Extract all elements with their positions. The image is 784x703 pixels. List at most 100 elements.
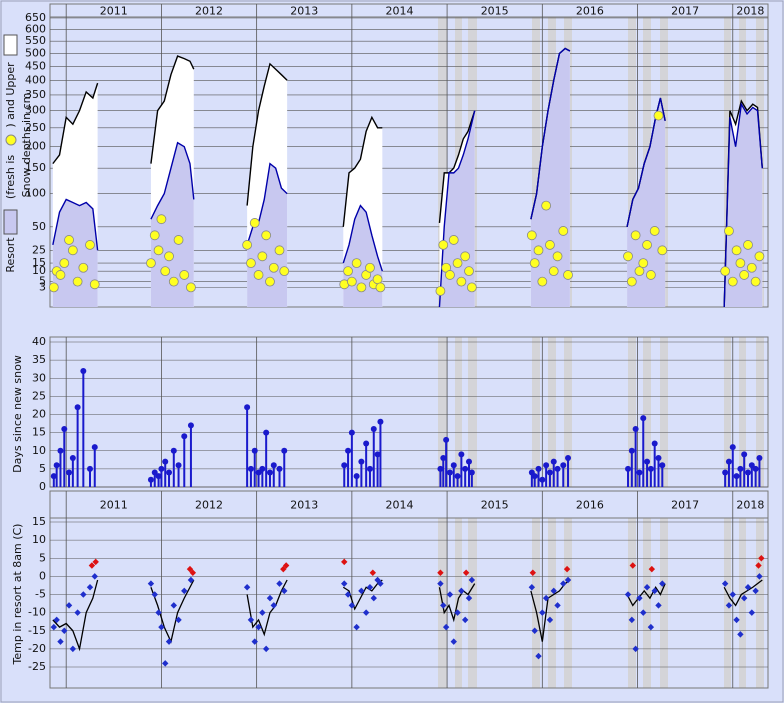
- point: [155, 473, 162, 480]
- point: [162, 660, 169, 667]
- fresh-snow-point: [346, 276, 357, 287]
- point: [741, 451, 748, 458]
- season-band: [548, 518, 556, 688]
- point: [69, 455, 76, 461]
- point: [61, 627, 68, 634]
- x-tick-label: 2013: [290, 499, 318, 512]
- point: [92, 558, 99, 566]
- point: [465, 594, 473, 602]
- area: [530, 48, 570, 308]
- plot-area: [50, 368, 763, 487]
- point: [370, 594, 377, 602]
- season-band: [628, 337, 636, 487]
- point: [147, 476, 154, 483]
- point: [539, 476, 546, 483]
- point: [721, 580, 729, 587]
- point: [69, 645, 77, 653]
- y-tick-label: 5: [39, 275, 46, 288]
- y-axis-label: Days since new snow: [11, 355, 24, 473]
- point: [366, 465, 373, 472]
- line: [150, 55, 195, 164]
- x-tick-label: 2015: [481, 499, 509, 512]
- point: [740, 594, 748, 602]
- fresh-snow-point: [634, 266, 645, 277]
- point: [358, 458, 365, 465]
- fresh-snow-point: [552, 251, 563, 262]
- fresh-snow-point: [533, 245, 544, 256]
- point: [643, 584, 651, 591]
- fresh-snow-point: [173, 235, 184, 245]
- point: [255, 623, 262, 631]
- point: [629, 562, 636, 569]
- line: [342, 204, 384, 272]
- point: [446, 591, 454, 598]
- point: [752, 465, 759, 472]
- fresh-snow-point: [72, 276, 83, 287]
- season-band: [756, 337, 764, 487]
- fresh-snow-point: [78, 262, 89, 273]
- point: [187, 576, 195, 584]
- point: [187, 422, 194, 429]
- fresh-snow-point: [545, 240, 555, 250]
- fresh-snow-point: [460, 251, 471, 262]
- fresh-snow-point: [466, 282, 477, 293]
- point: [628, 616, 636, 624]
- line: [52, 82, 99, 165]
- point: [440, 602, 447, 609]
- line: [150, 141, 195, 220]
- y-tick-label: 300: [25, 104, 46, 117]
- point: [729, 591, 736, 598]
- line: [438, 583, 476, 623]
- point: [462, 465, 469, 472]
- point: [251, 638, 258, 645]
- point: [251, 447, 258, 454]
- point: [546, 616, 554, 624]
- point: [281, 447, 288, 454]
- x-tick-label: 2018: [736, 499, 764, 512]
- point: [370, 426, 377, 432]
- point: [725, 602, 733, 609]
- point: [281, 587, 288, 595]
- line: [52, 579, 99, 652]
- point: [50, 623, 58, 631]
- fresh-snow-point: [343, 266, 353, 277]
- season-band: [438, 337, 447, 487]
- y-tick-label: -20: [28, 642, 46, 655]
- point: [454, 473, 461, 480]
- point: [632, 426, 639, 432]
- x-tick-label: 2012: [195, 499, 223, 512]
- fresh-snow-point: [279, 266, 290, 277]
- fresh-snow-point: [372, 274, 383, 285]
- y-tick-label: 20: [32, 408, 46, 421]
- line: [723, 579, 763, 607]
- point: [66, 469, 73, 476]
- point: [647, 465, 654, 472]
- y-tick-label: -25: [28, 660, 46, 673]
- fresh-snow-point: [657, 245, 668, 256]
- y-tick-label: 400: [25, 73, 46, 86]
- point: [745, 469, 752, 476]
- point: [560, 462, 567, 469]
- season-band: [564, 337, 572, 487]
- point: [65, 602, 73, 609]
- legend-swatch: [3, 34, 18, 56]
- y-tick-label: -15: [28, 624, 46, 637]
- x-tick-label: 2011: [100, 5, 128, 18]
- season-band: [438, 17, 447, 307]
- y-tick-label: 0: [39, 480, 46, 493]
- fresh-snow-point: [242, 240, 253, 250]
- y-axis-label: Snow depths in cm: [20, 93, 33, 198]
- y-tick-label: 650: [25, 11, 46, 24]
- season-band: [756, 518, 764, 688]
- point: [259, 465, 266, 472]
- line: [246, 62, 288, 206]
- point: [659, 580, 666, 587]
- y-axis-label: Temp in resort at 8am (C): [11, 524, 24, 666]
- fresh-snow-point: [438, 240, 449, 250]
- y-tick-label: 50: [32, 220, 46, 233]
- fresh-snow-point: [246, 258, 256, 268]
- fresh-snow-point: [48, 282, 59, 293]
- y-tick-label: 100: [25, 187, 46, 200]
- point: [341, 558, 348, 566]
